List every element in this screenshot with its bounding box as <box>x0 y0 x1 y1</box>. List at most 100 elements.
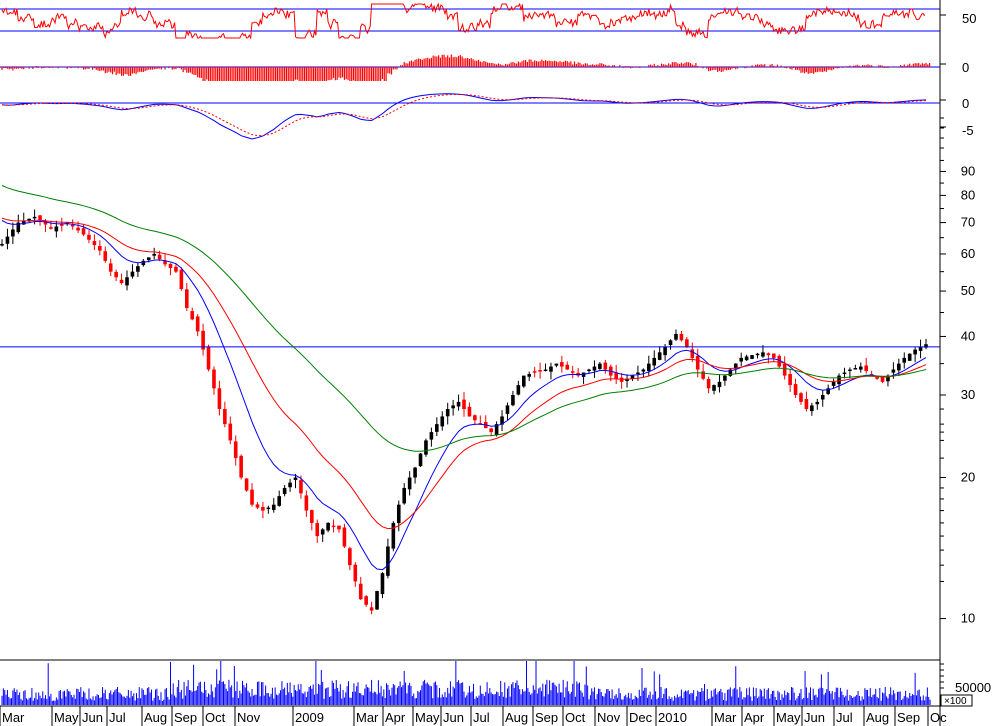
candle-body <box>418 453 423 467</box>
candle-body <box>685 339 689 347</box>
candle-body <box>413 467 417 478</box>
candle-body <box>456 401 461 407</box>
candle-body <box>777 355 782 367</box>
x-tick-label: 2009 <box>295 710 324 725</box>
candle-body <box>277 496 281 506</box>
candle-body <box>723 375 727 381</box>
candle-body <box>310 510 314 523</box>
candle-body <box>924 344 928 348</box>
candle-body <box>543 369 548 372</box>
x-tick-label: Oct <box>205 710 226 725</box>
candle-body <box>647 363 651 371</box>
candle-body <box>445 409 450 417</box>
candle-body <box>500 416 504 425</box>
candle-body <box>364 596 368 605</box>
x-tick-label: Dec <box>629 710 653 725</box>
candle-body <box>793 384 798 395</box>
x-tick-label: Aug <box>866 710 889 725</box>
candle-body <box>435 424 439 432</box>
candle-body <box>293 477 298 481</box>
candle-body <box>886 375 890 382</box>
candle-body <box>163 260 167 265</box>
candle-body <box>337 525 341 530</box>
candle-body <box>223 409 227 425</box>
x-tick-label: 2010 <box>658 710 687 725</box>
candle-body <box>261 506 265 511</box>
candle-body <box>5 236 10 244</box>
y-tick-label: 0 <box>962 60 969 75</box>
x-tick-label: Jul <box>473 710 490 725</box>
candle-body <box>76 227 80 231</box>
moving-average-line <box>1 217 927 530</box>
x-tick-label: May <box>415 710 440 725</box>
candle-body <box>168 263 173 268</box>
candle-body <box>130 271 135 277</box>
candle-body <box>505 405 510 414</box>
candle-body <box>244 478 249 491</box>
candle-body <box>761 352 765 357</box>
candle-body <box>755 353 760 356</box>
candle-body <box>837 375 841 385</box>
candle-body <box>440 416 445 427</box>
candle-body <box>733 363 738 369</box>
candle-body <box>92 240 97 246</box>
candle-body <box>848 369 852 372</box>
candle-body <box>494 424 499 435</box>
candle-body <box>619 377 624 382</box>
volume-multiplier-box <box>940 694 973 707</box>
candle-body <box>348 548 352 566</box>
candle-body <box>16 222 21 233</box>
x-tick-label: Mar <box>356 710 379 725</box>
candle-body <box>717 381 722 388</box>
candle-body <box>788 374 792 386</box>
candle-body <box>652 357 657 366</box>
candle-body <box>820 395 825 400</box>
candle-body <box>320 529 325 535</box>
candle-body <box>598 363 602 369</box>
candle-body <box>489 428 493 433</box>
candle-body <box>141 260 146 266</box>
candle-body <box>858 366 863 370</box>
candle-body <box>407 477 412 490</box>
x-tick-label: Apr <box>385 710 406 725</box>
x-tick-label: Jul <box>109 710 126 725</box>
macd-line <box>1 93 927 140</box>
y-tick-label: 70 <box>961 215 975 230</box>
candle-body <box>636 372 640 375</box>
x-tick-label: Sep <box>535 710 558 725</box>
candle-body <box>902 357 907 363</box>
candle-body <box>880 377 885 382</box>
candle-body <box>451 405 455 409</box>
candle-body <box>146 257 151 261</box>
y-tick-label: 90 <box>961 163 975 178</box>
volume-panel <box>0 659 940 705</box>
candle-body <box>157 254 162 260</box>
candle-body <box>570 371 575 373</box>
price-panel <box>0 185 940 615</box>
candle-body <box>342 527 347 547</box>
candle-body <box>299 480 303 494</box>
candle-body <box>592 366 597 371</box>
candle-body <box>396 504 401 524</box>
candle-body <box>152 253 156 256</box>
candle-body <box>250 489 254 505</box>
candle-body <box>195 316 200 332</box>
candle-body <box>70 224 75 227</box>
candle-body <box>11 229 15 237</box>
candle-body <box>869 373 874 376</box>
y-tick-label: 30 <box>961 387 975 402</box>
candle-body <box>739 357 743 362</box>
volume-axis-label: 50000 <box>955 680 991 695</box>
x-tick-label: Aug <box>505 710 528 725</box>
candle-body <box>695 355 700 370</box>
candle-body <box>369 607 374 611</box>
candle-body <box>799 393 803 402</box>
candle-body <box>587 369 591 372</box>
candle-body <box>815 401 820 405</box>
candle-body <box>826 388 830 394</box>
candle-body <box>603 362 608 370</box>
candle-body <box>511 395 515 406</box>
candle-body <box>185 289 189 309</box>
candle-body <box>233 441 238 459</box>
